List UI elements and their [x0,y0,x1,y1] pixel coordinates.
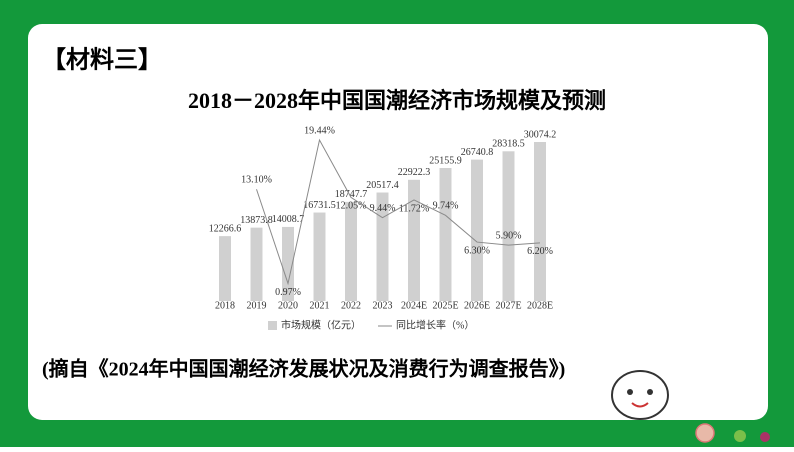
bar-value-label: 30074.2 [524,129,557,140]
bar-value-label: 26740.8 [461,147,494,158]
bar-value-label: 14008.7 [272,214,305,225]
legend-label: 市场规模（亿元） [281,318,361,331]
line-value-label: 11.72% [399,203,429,214]
bar [282,226,294,301]
line-value-label: 12.05% [336,201,367,212]
x-tick-label: 2028E [527,300,553,311]
content-panel [28,24,768,420]
line-value-label: 13.10% [241,175,272,186]
line-value-label: 9.74% [433,201,459,212]
bar [219,236,231,301]
material-label: 【材料三】 [42,47,162,74]
bar-value-label: 22922.3 [398,167,431,178]
bar-value-label: 13873.8 [240,215,273,226]
bar [439,168,452,301]
bar-value-label: 20517.4 [366,180,399,191]
line-value-label: 6.30% [464,245,490,256]
x-tick-label: 2021 [310,300,330,311]
source: (摘自《2024年中国国潮经济发展状况及消费行为调查报告》) [42,357,565,381]
x-tick-label: 2023 [373,300,393,311]
bar [471,159,483,301]
x-tick-label: 2018 [215,300,235,311]
bar [250,227,263,301]
line-value-label: 0.97% [275,287,301,298]
bar [345,201,357,301]
x-tick-label: 2026E [464,300,490,311]
x-tick-label: 2019 [247,300,267,311]
bar-value-label: 25155.9 [429,155,462,166]
bar [408,179,420,301]
legend-swatch [268,321,277,330]
bar-value-label: 16731.5 [303,200,336,211]
x-tick-label: 2025E [432,300,458,311]
line-value-label: 19.44% [304,125,335,136]
bar [502,151,515,301]
bar [313,212,326,301]
x-tick-label: 2027E [495,300,521,311]
growth-line [256,138,541,286]
line-value-label: 9.44% [370,203,396,214]
chart-title: 2018－2028年中国国潮经济市场规模及预测 [188,88,606,113]
x-tick-label: 2020 [278,300,298,311]
x-tick-label: 2022 [341,300,361,311]
bar-value-label: 18747.7 [335,189,368,200]
bar-value-label: 28318.5 [492,139,525,150]
mascot [611,370,770,443]
bar-value-label: 12266.6 [209,223,242,234]
line-value-label: 5.90% [496,230,522,241]
legend-label: 同比增长率（%） [396,318,474,331]
line-value-label: 6.20% [527,246,553,257]
bar [534,142,546,301]
bar [376,192,389,301]
x-tick-label: 2024E [401,300,427,311]
